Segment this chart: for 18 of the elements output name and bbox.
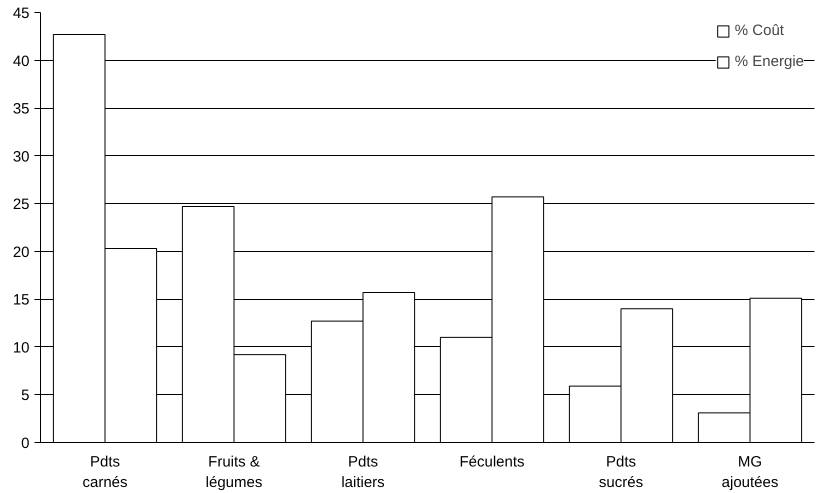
y-tick-label: 10 (12, 339, 30, 356)
legend-label: % Energie (734, 53, 804, 70)
y-tick-label: 45 (12, 5, 30, 22)
x-tick-label: MG ajoutées (722, 454, 778, 491)
y-tick-label: 40 (12, 52, 30, 70)
y-tick-label: 20 (12, 244, 30, 261)
y-tick-label: 25 (12, 196, 30, 214)
y-tick-label: 35 (12, 100, 30, 118)
x-tick-label: Pdts laitiers (341, 454, 385, 491)
y-tick-label: 0 (21, 435, 30, 452)
y-tick-label: 5 (21, 387, 30, 404)
x-tick-label: Fruits & légumes (206, 454, 262, 491)
x-tick-label: Féculents (459, 454, 525, 470)
x-tick-label: Pdts sucrés (598, 454, 644, 491)
x-tick-label: Pdts carnés (82, 454, 128, 491)
legend-label: % Coût (734, 22, 784, 39)
y-tick-label: 15 (12, 292, 30, 309)
y-tick-label: 30 (12, 148, 30, 166)
